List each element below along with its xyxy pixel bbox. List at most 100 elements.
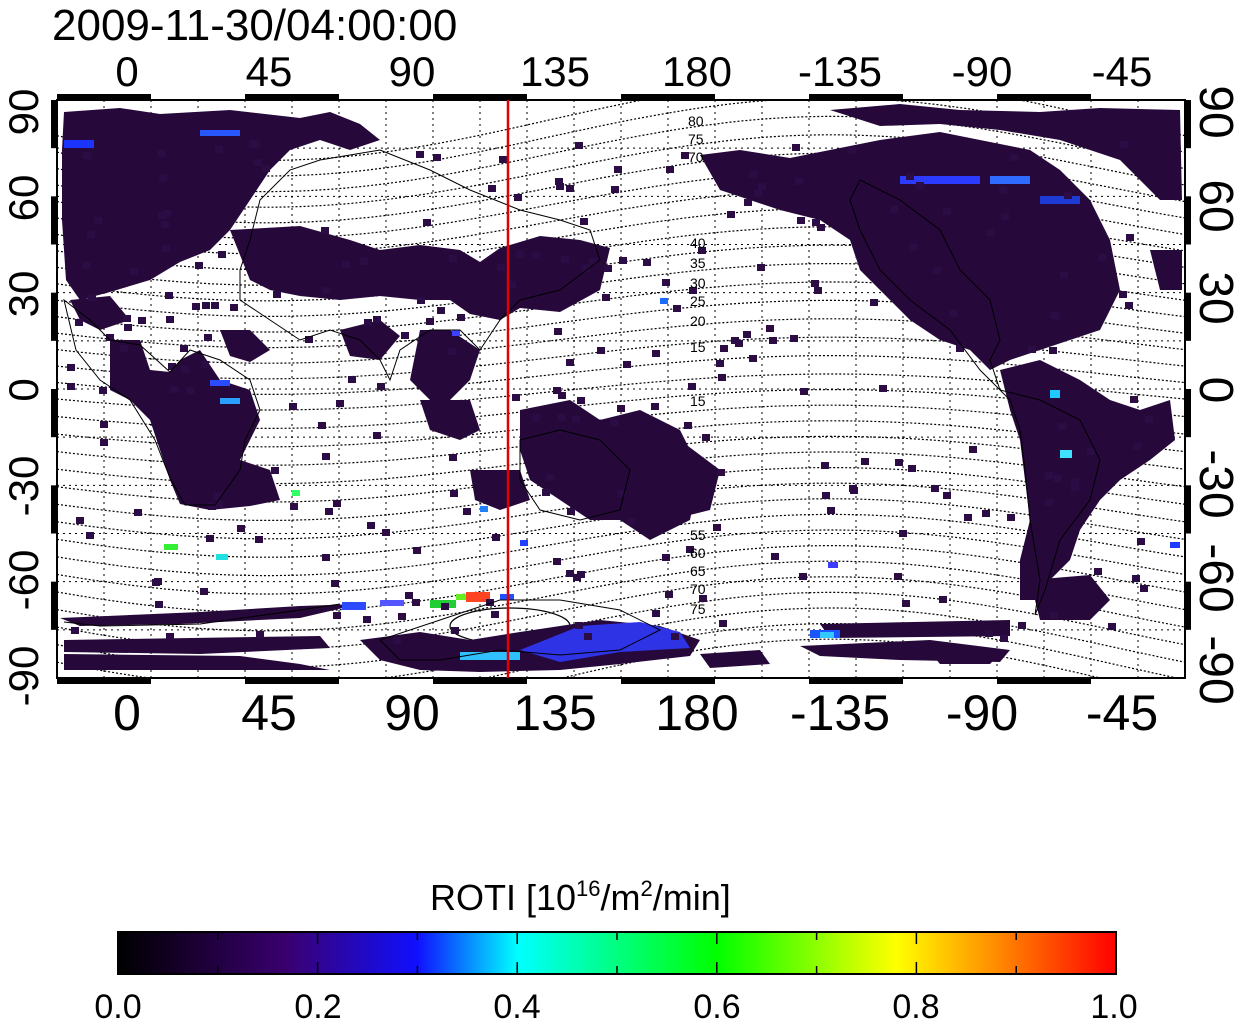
data-pixel [1064, 192, 1072, 199]
data-pixel [716, 360, 724, 367]
data-pixel [363, 616, 371, 623]
data-pixel [950, 310, 958, 317]
data-pixel [152, 579, 160, 586]
colorbar: ROTI [1016/m2/min] 0.0 0.2 0.4 0.6 0.8 1… [94, 876, 1137, 1024]
data-pixel [684, 422, 692, 429]
data-pixel [584, 633, 592, 640]
data-pixel [168, 363, 176, 370]
data-pixel [512, 394, 520, 401]
left-lat-tick: 30 [0, 271, 47, 318]
data-pixel [982, 510, 990, 517]
data-pixel [720, 345, 728, 352]
data-pixel [1119, 291, 1127, 298]
data-pixel [255, 536, 263, 543]
data-pixel [718, 374, 726, 381]
bottom-lon-tick: -45 [1086, 685, 1158, 741]
data-pixel [558, 392, 566, 399]
data-pixel [575, 622, 583, 629]
data-pixel [100, 439, 108, 446]
data-pixel [82, 262, 90, 269]
data-pixel [542, 489, 550, 496]
frame-tick-bar [1185, 196, 1191, 245]
data-pixel [931, 485, 939, 492]
data-pixel [861, 458, 869, 465]
data-pixel [702, 434, 710, 441]
data-pixel [393, 637, 401, 644]
right-lat-tick: 30 [1189, 271, 1240, 324]
data-pixel [449, 255, 457, 262]
data-pixel [879, 385, 887, 392]
data-pixel [321, 227, 329, 234]
frame-tick-bar [51, 196, 57, 245]
left-lat-tick: -90 [0, 646, 47, 707]
data-pixel [423, 219, 431, 226]
data-pixel [943, 492, 951, 499]
data-pixel [611, 186, 619, 193]
data-pixel [106, 334, 114, 341]
data-pixel [817, 224, 825, 231]
bottom-lon-tick: 90 [384, 685, 440, 741]
right-lat-tick: -90 [1189, 635, 1240, 704]
data-pixel [666, 166, 674, 173]
data-pixel [289, 403, 297, 410]
data-pixel [827, 507, 835, 514]
data-pixel [627, 518, 635, 525]
right-lat-tick: -30 [1189, 449, 1240, 518]
contour-label-15-north: 15 [690, 339, 706, 355]
data-pixel [416, 151, 424, 158]
data-pixel [1133, 443, 1141, 450]
data-pixel [163, 210, 171, 217]
contour-label-75-south: 75 [690, 601, 706, 617]
data-pixel [398, 613, 406, 620]
data-pixel [497, 264, 505, 271]
data-pixel [1140, 585, 1148, 592]
magnetic-contour-line [57, 498, 1185, 558]
data-pixel [1071, 484, 1079, 491]
data-pixel [155, 601, 163, 608]
data-pixel [553, 387, 561, 394]
left-lat-tick: 60 [0, 175, 47, 222]
contour-label-40: 40 [690, 235, 706, 251]
data-pixel [1098, 254, 1106, 261]
data-pixel [83, 152, 91, 159]
data-pixel [567, 508, 575, 515]
data-pixel [120, 345, 128, 352]
data-pixel [273, 291, 281, 298]
magnetic-contour-line [57, 482, 1185, 540]
data-pixel [1045, 499, 1053, 506]
data-pixel [162, 245, 170, 252]
colorbar-tick-label: 0.4 [493, 988, 540, 1024]
top-lon-tick: 135 [520, 48, 590, 95]
data-pixel [1125, 302, 1133, 309]
data-pixel [916, 182, 924, 189]
data-pixel [134, 509, 142, 516]
left-lat-tick: 0 [0, 378, 47, 401]
data-pixel [499, 156, 507, 163]
data-pixel [322, 453, 330, 460]
left-lat-tick: 90 [0, 89, 47, 136]
data-pixel [202, 302, 210, 309]
top-lon-tick: 45 [246, 48, 293, 95]
left-lat-tick: -30 [0, 456, 47, 517]
data-pixel [1126, 234, 1134, 241]
data-pixel [1007, 514, 1015, 521]
frame-tick-bar [1185, 389, 1191, 438]
data-pixel [67, 383, 75, 390]
data-pixel [688, 383, 696, 390]
data-pixel [237, 525, 245, 532]
data-pixel [652, 610, 660, 617]
frame-tick-bar [1185, 292, 1191, 341]
colorbar-tick-label: 0.2 [294, 988, 341, 1024]
magnetic-contour-line [57, 529, 1185, 595]
data-pixel [727, 211, 735, 218]
data-pixel [450, 490, 458, 497]
data-pixel [322, 554, 330, 561]
data-pixel [582, 265, 590, 272]
data-pixel [159, 174, 167, 181]
data-pixel [486, 599, 494, 606]
magnetic-contour-line [57, 467, 1185, 521]
data-pixel [262, 165, 270, 172]
top-longitude-axis: 0 45 90 135 180 -135 -90 -45 [115, 48, 1152, 95]
data-pixel [252, 141, 260, 148]
frame-tick-bar [51, 485, 57, 534]
